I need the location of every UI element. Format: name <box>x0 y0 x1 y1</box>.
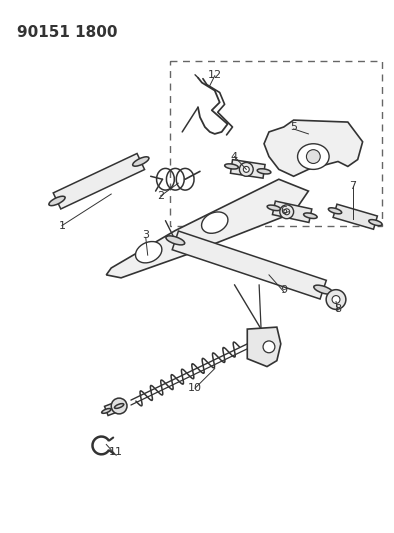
Polygon shape <box>333 204 377 229</box>
Ellipse shape <box>328 208 342 214</box>
Polygon shape <box>53 154 145 209</box>
Text: 1: 1 <box>58 221 65 231</box>
Circle shape <box>243 166 249 172</box>
Ellipse shape <box>297 144 329 169</box>
Polygon shape <box>230 159 265 178</box>
Polygon shape <box>272 201 312 222</box>
Circle shape <box>284 209 290 215</box>
Text: 8: 8 <box>335 304 342 314</box>
Circle shape <box>280 205 294 219</box>
Polygon shape <box>104 401 121 416</box>
Ellipse shape <box>136 241 162 263</box>
Circle shape <box>111 398 127 414</box>
Polygon shape <box>247 327 281 367</box>
Text: 10: 10 <box>188 383 202 393</box>
Text: 90151 1800: 90151 1800 <box>17 26 117 41</box>
Ellipse shape <box>257 169 271 174</box>
Ellipse shape <box>202 212 228 233</box>
Ellipse shape <box>314 285 333 294</box>
Ellipse shape <box>102 408 111 413</box>
Ellipse shape <box>166 236 185 245</box>
Text: 4: 4 <box>231 151 238 161</box>
Text: 12: 12 <box>208 70 222 80</box>
Circle shape <box>326 289 346 309</box>
Ellipse shape <box>133 157 149 166</box>
Text: 5: 5 <box>290 122 297 132</box>
Text: 6: 6 <box>280 206 287 216</box>
Text: 3: 3 <box>142 230 149 240</box>
Text: 2: 2 <box>157 191 164 201</box>
Ellipse shape <box>115 403 124 408</box>
Ellipse shape <box>49 196 65 206</box>
Circle shape <box>307 150 320 164</box>
Circle shape <box>263 341 275 353</box>
Text: 11: 11 <box>109 447 123 457</box>
Circle shape <box>332 296 340 303</box>
Ellipse shape <box>225 164 238 169</box>
Polygon shape <box>172 231 326 299</box>
Circle shape <box>240 163 253 176</box>
Text: 7: 7 <box>349 181 356 191</box>
Ellipse shape <box>369 220 382 225</box>
Ellipse shape <box>304 213 317 219</box>
Polygon shape <box>264 120 362 176</box>
Polygon shape <box>106 179 309 278</box>
Text: 9: 9 <box>280 285 287 295</box>
Ellipse shape <box>267 205 281 211</box>
